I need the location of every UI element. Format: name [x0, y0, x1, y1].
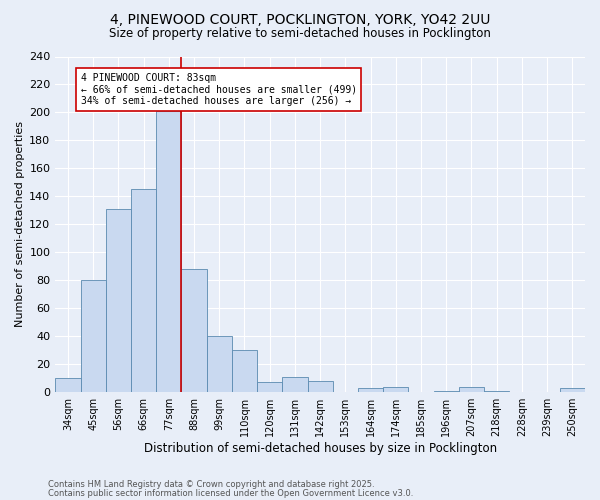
Bar: [383, 386, 409, 392]
Bar: [106, 209, 131, 392]
Bar: [358, 388, 383, 392]
Bar: [206, 336, 232, 392]
Bar: [131, 190, 156, 392]
Text: Contains HM Land Registry data © Crown copyright and database right 2025.: Contains HM Land Registry data © Crown c…: [48, 480, 374, 489]
Bar: [484, 391, 509, 392]
Text: Contains public sector information licensed under the Open Government Licence v3: Contains public sector information licen…: [48, 489, 413, 498]
Text: 4, PINEWOOD COURT, POCKLINGTON, YORK, YO42 2UU: 4, PINEWOOD COURT, POCKLINGTON, YORK, YO…: [110, 12, 490, 26]
Bar: [308, 381, 333, 392]
Text: 4 PINEWOOD COURT: 83sqm
← 66% of semi-detached houses are smaller (499)
34% of s: 4 PINEWOOD COURT: 83sqm ← 66% of semi-de…: [80, 74, 356, 106]
Bar: [232, 350, 257, 392]
Bar: [55, 378, 80, 392]
Bar: [156, 111, 181, 392]
Bar: [181, 269, 206, 392]
Bar: [80, 280, 106, 392]
Bar: [459, 386, 484, 392]
Text: Size of property relative to semi-detached houses in Pocklington: Size of property relative to semi-detach…: [109, 28, 491, 40]
Y-axis label: Number of semi-detached properties: Number of semi-detached properties: [15, 122, 25, 328]
Bar: [283, 377, 308, 392]
Bar: [560, 388, 585, 392]
Bar: [434, 391, 459, 392]
X-axis label: Distribution of semi-detached houses by size in Pocklington: Distribution of semi-detached houses by …: [143, 442, 497, 455]
Bar: [257, 382, 283, 392]
